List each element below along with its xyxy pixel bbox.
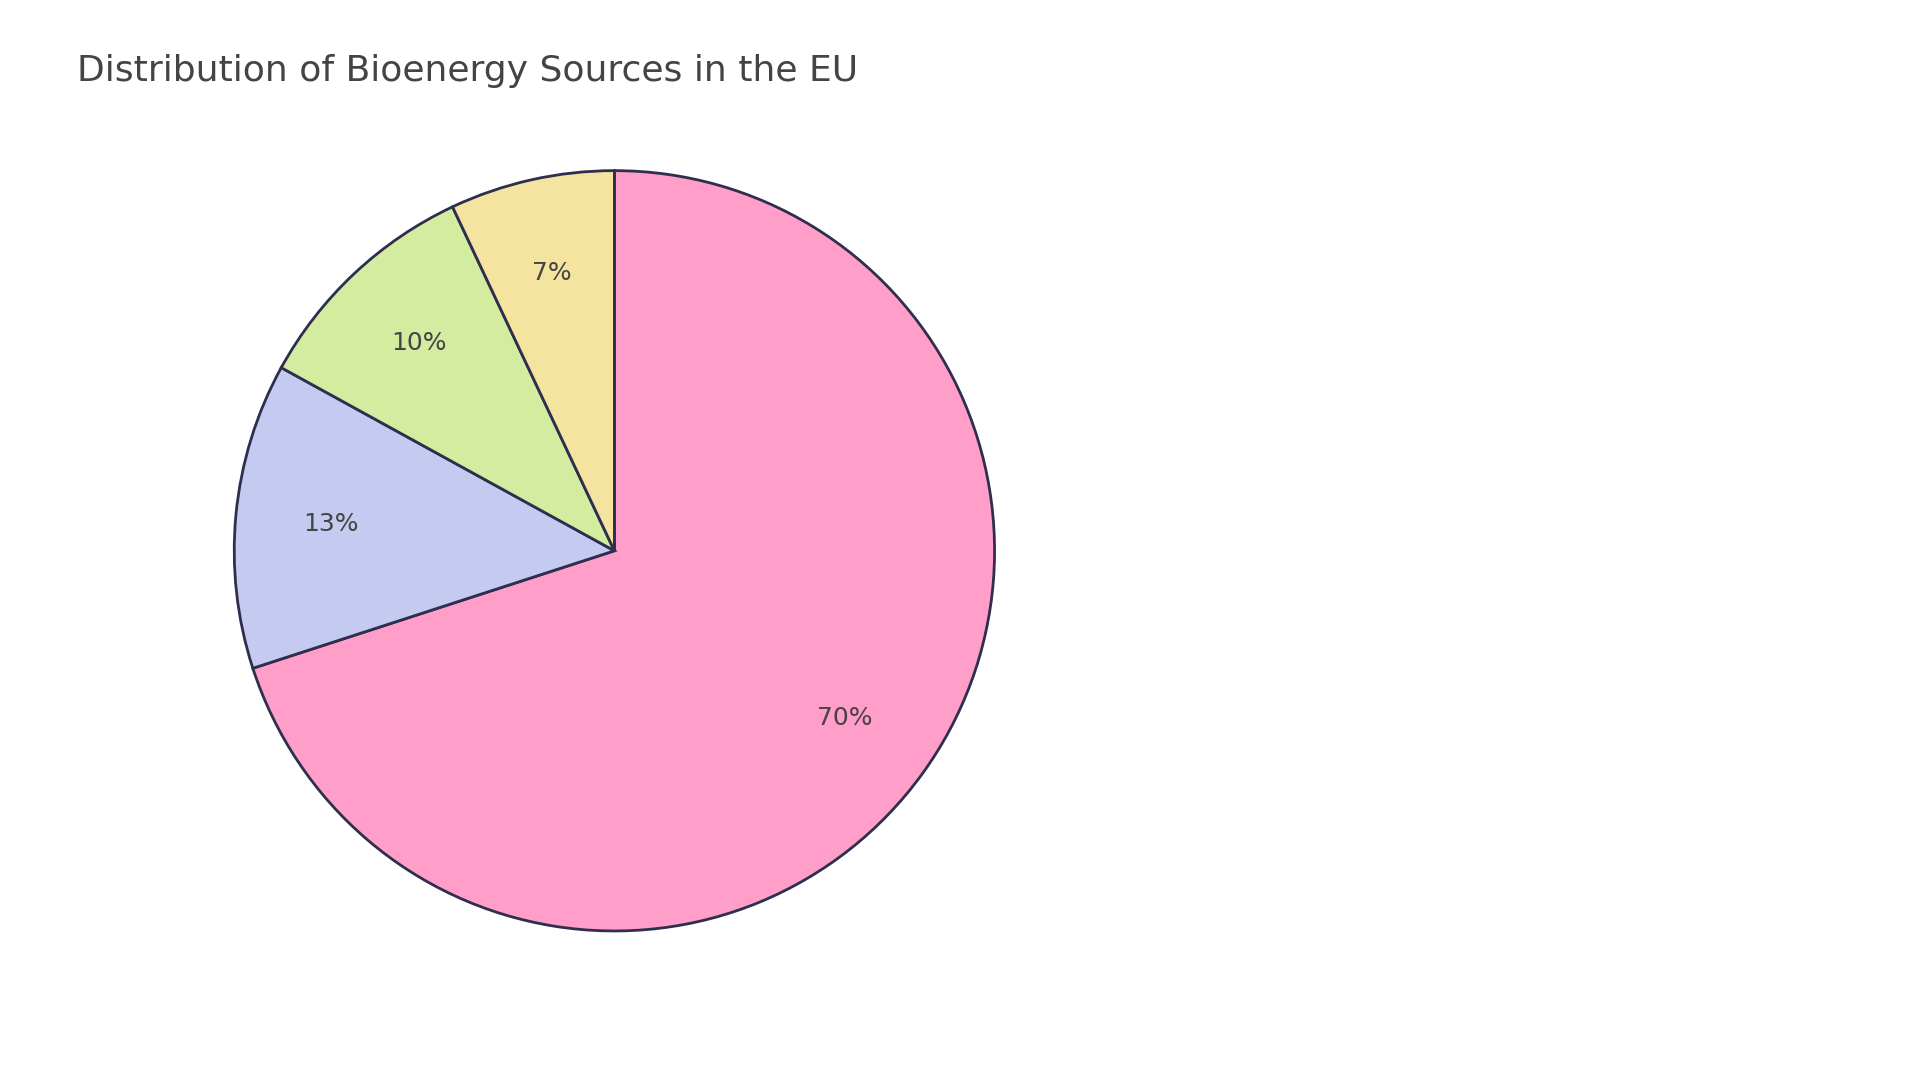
Text: 7%: 7%: [532, 260, 572, 284]
Wedge shape: [280, 207, 614, 551]
Text: Distribution of Bioenergy Sources in the EU: Distribution of Bioenergy Sources in the…: [77, 54, 858, 87]
Wedge shape: [453, 171, 614, 551]
Wedge shape: [234, 367, 614, 669]
Text: 13%: 13%: [303, 512, 359, 536]
Text: 70%: 70%: [818, 706, 874, 730]
Text: 10%: 10%: [392, 330, 447, 355]
Legend: Primary Solid Biofuels, Liquid Biofuels, Biogas/Biomethane, Renewable Share of M: Primary Solid Biofuels, Liquid Biofuels,…: [1165, 411, 1736, 669]
Wedge shape: [253, 171, 995, 931]
